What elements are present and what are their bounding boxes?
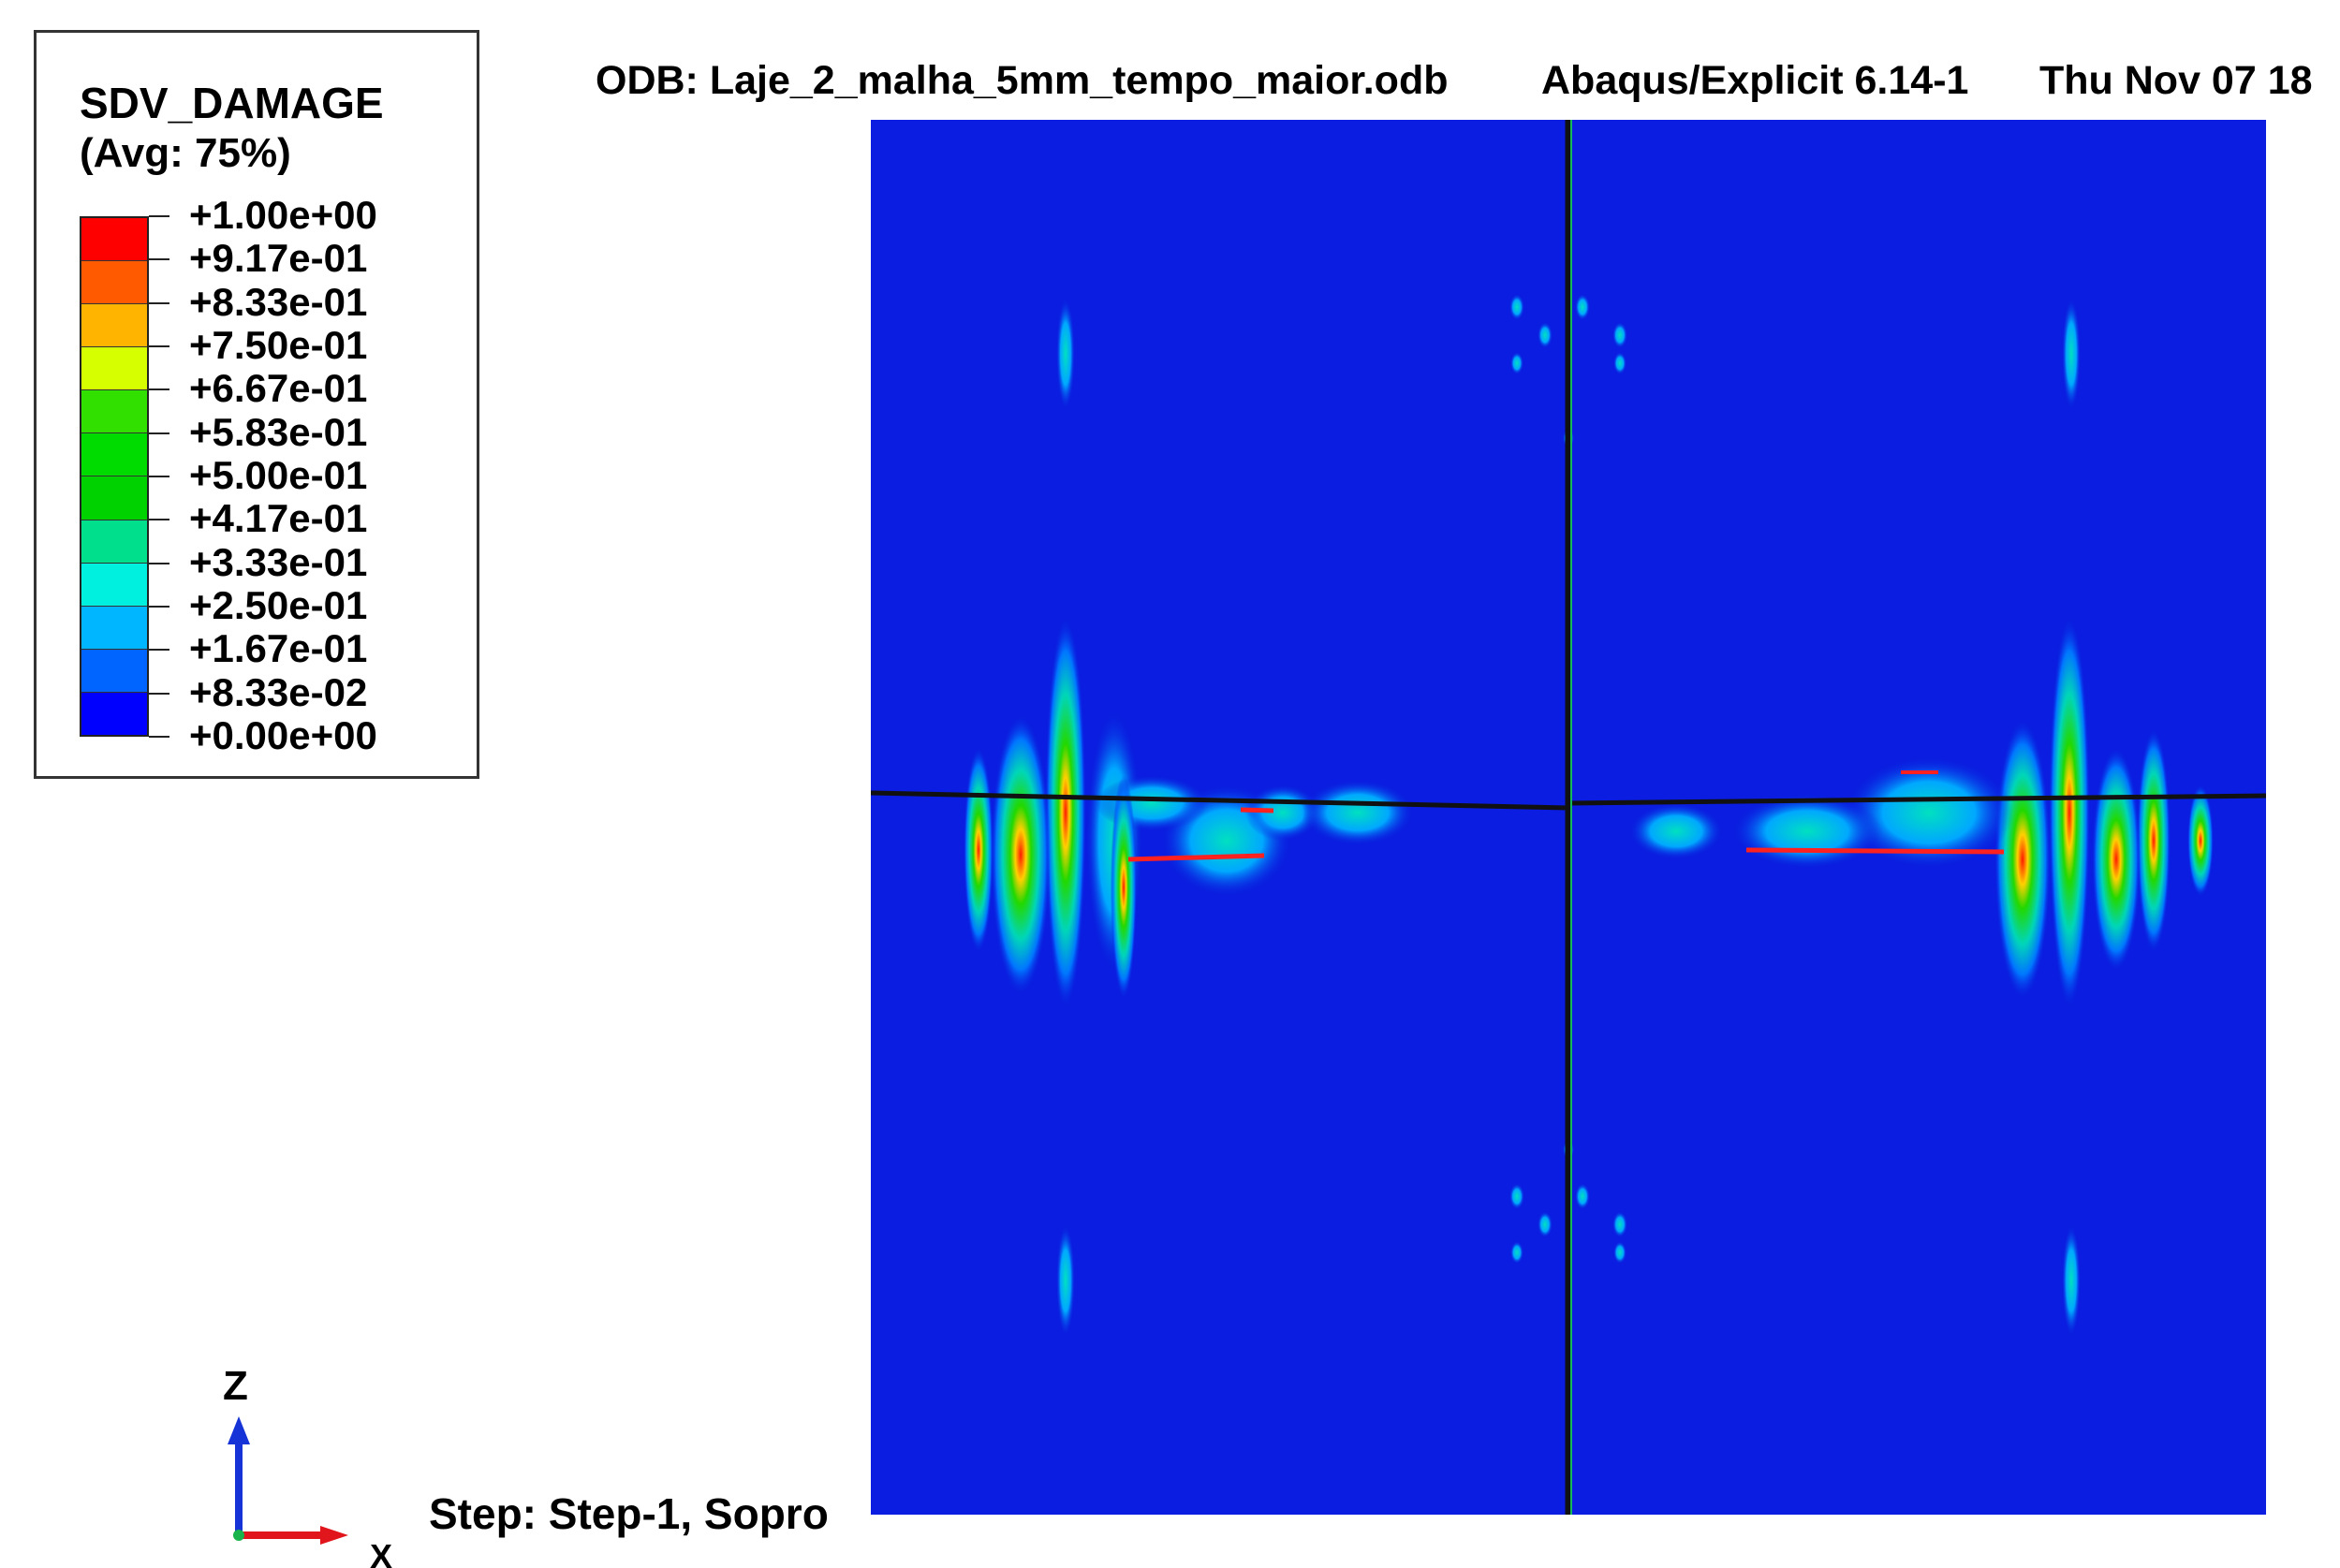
damage-blob [1245,784,1320,841]
odb-path-label: ODB: Laje_2_malha_5mm_tempo_maior.odb [596,58,1449,103]
damage-blob [1302,780,1414,845]
crack-line [871,790,1569,811]
crack-line [1240,807,1274,813]
legend-tick-label: +1.67e-01 [189,626,368,671]
axis-triad: Z X [223,1363,392,1568]
z-axis-label: Z [223,1363,248,1409]
legend-tick-label: +1.00e+00 [189,193,377,237]
legend-swatch [81,692,147,735]
legend-tick-mark [149,258,169,261]
damage-blob [1575,294,1590,320]
legend-swatch [81,520,147,564]
damage-blob [1629,803,1723,859]
legend-tick-mark [149,519,169,521]
damage-blob [2187,784,2214,897]
legend-swatch [81,563,147,607]
damage-blob [1538,322,1553,348]
legend-swatch [81,304,147,348]
legend-tick-label: +8.33e-02 [189,669,368,714]
legend-title: SDV_DAMAGE [80,79,384,127]
legend-tick-label: +0.00e+00 [189,713,377,757]
legend-swatch [81,606,147,650]
legend-tick-label: +7.50e-01 [189,323,368,367]
legend-tick-label: +6.67e-01 [189,366,368,411]
x-axis-label: X [370,1537,392,1568]
date-label: Thu Nov 07 18 [2039,58,2313,103]
damage-blob [964,747,993,953]
legend-swatch [81,649,147,693]
damage-blob [1056,298,1075,410]
legend-tick-label: +4.17e-01 [189,496,368,541]
damage-blob [1538,1211,1553,1238]
legend-tick-label: +3.33e-01 [189,539,368,584]
damage-blob [1096,775,1208,831]
legend-tick-mark [149,476,169,477]
legend-tick-label: +5.00e-01 [189,453,368,497]
legend-swatch [81,390,147,434]
crack-lines [871,120,2266,1515]
damage-blob [1732,794,1882,869]
step-label: Step: Step-1, Sopro [429,1489,829,1538]
legend-tick-mark [149,432,169,434]
legend-tick-mark [149,692,169,695]
legend-tick-mark [149,345,169,347]
damage-blob [1045,616,1086,1009]
damage-blob [1056,1224,1075,1337]
damage-blob [2137,728,2171,953]
legend-swatch [81,261,147,305]
legend-swatch [81,218,147,262]
z-arrowhead-icon [228,1416,250,1444]
crack-line [1127,853,1265,862]
damage-blob [1845,756,2013,869]
damage-blob [2092,747,2141,972]
damage-blob [1509,1183,1524,1209]
legend-swatch [81,476,147,520]
damage-blob [2049,616,2090,1009]
damage-contour-plot[interactable] [871,120,2266,1515]
legend-tick-mark [149,649,169,652]
contour-legend: SDV_DAMAGE (Avg: 75%) +1.00e+00 +9.17e-01… [34,30,479,779]
legend-swatch [81,347,147,391]
damage-blob [991,714,1051,995]
legend-tick-label: +9.17e-01 [189,236,368,281]
damage-blob [1612,322,1627,348]
legend-tick-label: +5.83e-01 [189,409,368,454]
damage-blob [2062,1224,2081,1337]
damage-blob [1510,352,1523,374]
legend-tick-mark [149,388,169,391]
damage-blob [1510,1241,1523,1264]
origin-icon [233,1530,244,1541]
crack-line [1567,793,2266,806]
damage-blob [1613,352,1626,374]
legend-tick-mark [149,301,169,304]
legend-tick-mark [149,736,169,738]
legend-tick-mark [149,606,169,608]
damage-blob [1575,1183,1590,1209]
solver-version-label: Abaqus/Explicit 6.14-1 [1541,58,1969,103]
damage-blob [1509,294,1524,320]
legend-colorbar [80,216,149,737]
legend-tick-label: +8.33e-01 [189,279,368,324]
damage-regions [964,294,2214,1337]
legend-tick-label: +2.50e-01 [189,583,368,627]
crack-line [1745,847,2005,855]
legend-averaging: (Avg: 75%) [80,130,291,176]
damage-blob [1994,719,2051,1000]
damage-blob [1613,1241,1626,1264]
legend-tick-mark [149,562,169,564]
legend-swatch [81,433,147,477]
x-arrowhead-icon [320,1526,348,1545]
damage-blob [1111,775,1137,1000]
legend-tick-mark [149,215,169,217]
damage-blob [1612,1211,1627,1238]
damage-blob [2062,298,2081,410]
